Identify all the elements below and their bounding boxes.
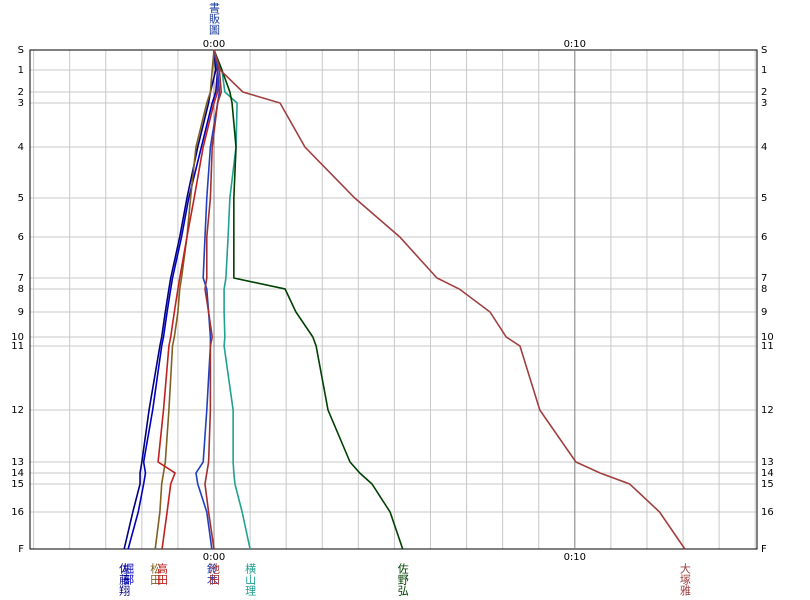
split-line — [154, 49, 215, 550]
y-tick-label: 10 — [761, 332, 774, 343]
y-tick-label: 15 — [761, 479, 774, 490]
split-line — [213, 49, 404, 550]
split-line — [204, 49, 223, 550]
y-tick-label: 9 — [761, 307, 767, 318]
runner-name: 池田 — [208, 563, 221, 585]
y-tick-label: 5 — [761, 193, 767, 204]
y-tick-label: 14 — [761, 468, 774, 479]
runner-name: 堀部 — [122, 563, 135, 585]
y-tick-label: 2 — [18, 87, 24, 98]
split-line — [213, 49, 251, 550]
y-tick-label: 3 — [761, 98, 767, 109]
y-tick-label: 4 — [761, 142, 767, 153]
y-tick-label: 7 — [18, 273, 24, 284]
y-tick-label: 11 — [11, 341, 24, 352]
y-tick-label: 13 — [761, 457, 774, 468]
y-tick-label: 1 — [18, 65, 24, 76]
y-tick-label: 16 — [761, 507, 774, 518]
runner-name: 高田 — [156, 562, 169, 585]
runner-name: 松田 — [149, 562, 162, 585]
runner-name: 大塚雅 — [678, 562, 691, 596]
y-tick-label: 8 — [761, 284, 767, 295]
y-tick-label: 6 — [18, 232, 24, 243]
y-tick-label: 3 — [18, 98, 24, 109]
y-tick-label: 10 — [11, 332, 24, 343]
y-tick-label: 11 — [761, 341, 774, 352]
y-tick-label: 5 — [18, 193, 24, 204]
runner-name: 横山理 — [244, 562, 257, 596]
chart-title: 書販圖 — [208, 1, 221, 36]
split-line — [127, 49, 219, 550]
x-tick-label: 0:00 — [203, 552, 225, 563]
x-tick-label: 0:10 — [564, 552, 586, 563]
y-tick-label: 6 — [761, 232, 767, 243]
split-line — [213, 49, 686, 550]
split-line — [157, 49, 219, 550]
y-tick-label: F — [18, 544, 24, 555]
y-tick-label: 4 — [18, 142, 24, 153]
split-line — [123, 49, 217, 550]
y-tick-label: S — [761, 45, 767, 56]
y-tick-label: 12 — [11, 405, 24, 416]
plot-border — [29, 49, 758, 550]
y-tick-label: F — [761, 544, 767, 555]
x-tick-label: 0:00 — [203, 39, 225, 50]
y-tick-label: 16 — [11, 507, 24, 518]
y-tick-label: S — [18, 45, 24, 56]
y-tick-label: 14 — [11, 468, 24, 479]
runner-name: 佐藤翔 — [118, 562, 131, 597]
y-tick-label: 12 — [761, 405, 774, 416]
y-tick-label: 7 — [761, 273, 767, 284]
y-tick-label: 9 — [18, 307, 24, 318]
y-tick-label: 15 — [11, 479, 24, 490]
x-tick-label: 0:10 — [564, 39, 586, 50]
y-tick-label: 2 — [761, 87, 767, 98]
runner-name: 佐野弘 — [396, 562, 409, 596]
runner-name: 鈴木 — [205, 562, 218, 586]
y-tick-label: 1 — [761, 65, 767, 76]
y-tick-label: 8 — [18, 284, 24, 295]
y-tick-label: 13 — [11, 457, 24, 468]
